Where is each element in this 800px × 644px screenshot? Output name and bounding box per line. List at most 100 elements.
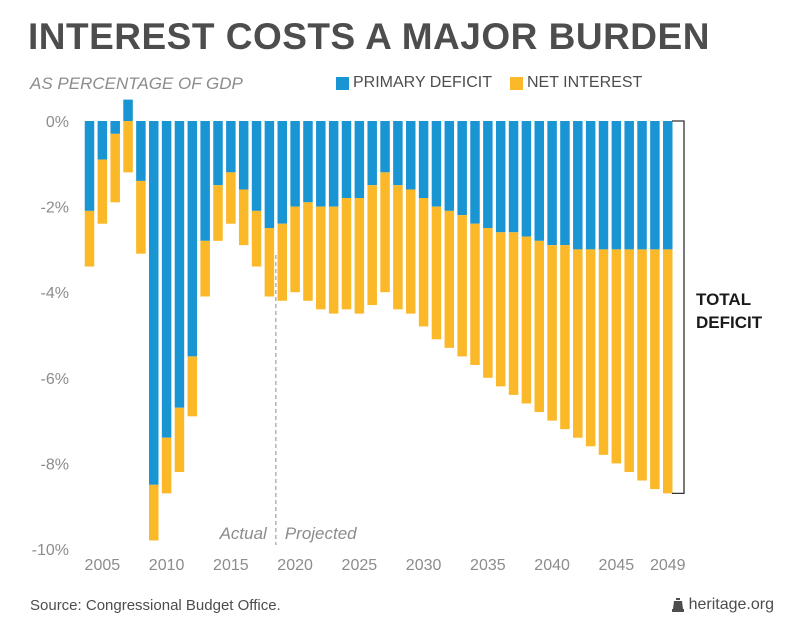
bar-primary-deficit (483, 121, 493, 228)
bar-net-interest (598, 249, 609, 455)
y-tick-label: -2% (41, 200, 69, 217)
bar-net-interest (238, 189, 249, 246)
bar-net-interest (187, 356, 198, 417)
bar-net-interest (483, 228, 493, 378)
bar-primary-deficit (341, 121, 352, 199)
y-tick-label: -6% (41, 371, 69, 388)
bar-primary-deficit (444, 121, 455, 211)
bar-primary-deficit (598, 121, 609, 250)
bar-primary-deficit (367, 121, 377, 186)
bar-net-interest (123, 121, 133, 173)
bar-net-interest (406, 189, 416, 314)
bar-primary-deficit (316, 121, 326, 207)
x-tick-label: 2020 (277, 557, 313, 574)
bar-primary-deficit (393, 121, 403, 186)
bar-net-interest (316, 206, 326, 310)
chart-subtitle: AS PERCENTAGE OF GDP (30, 74, 243, 93)
bar-primary-deficit (508, 121, 519, 233)
x-tick-label: 2010 (149, 557, 185, 574)
legend-label-primary-deficit: PRIMARY DEFICIT (353, 74, 492, 91)
bar-net-interest (174, 407, 185, 472)
bar-primary-deficit (534, 121, 544, 241)
bar-primary-deficit (174, 121, 185, 408)
bar-net-interest (393, 185, 403, 310)
bar-primary-deficit (328, 121, 339, 207)
x-tick-label: 2040 (534, 557, 570, 574)
bar-net-interest (341, 198, 352, 310)
legend-item-net-interest: NET INTEREST (509, 74, 643, 92)
total-deficit-label: DEFICIT (696, 313, 763, 332)
x-tick-label: 2025 (342, 557, 378, 574)
bar-net-interest (534, 240, 544, 413)
bar-net-interest (611, 249, 622, 464)
bar-net-interest (637, 249, 647, 481)
bar-primary-deficit (585, 121, 596, 250)
bar-primary-deficit (431, 121, 442, 207)
bar-primary-deficit (200, 121, 210, 241)
bar-primary-deficit (251, 121, 262, 211)
bell-icon (671, 598, 684, 612)
source-note: Source: Congressional Budget Office. (30, 597, 281, 614)
bar-primary-deficit (573, 121, 583, 250)
bar-net-interest (303, 202, 313, 301)
bar-net-interest (585, 249, 596, 447)
bar-net-interest (110, 133, 120, 203)
legend: PRIMARY DEFICIT NET INTEREST (336, 74, 650, 92)
bar-net-interest (161, 437, 172, 494)
legend-item-primary-deficit: PRIMARY DEFICIT (336, 74, 492, 92)
bar-net-interest (650, 249, 660, 490)
bar-primary-deficit (611, 121, 622, 250)
bar-net-interest (431, 206, 442, 340)
bar-net-interest (418, 198, 429, 327)
bar-net-interest (560, 245, 570, 430)
bar-primary-deficit (264, 121, 275, 228)
legend-label-net-interest: NET INTEREST (526, 74, 643, 91)
bar-net-interest (367, 185, 377, 306)
bar-net-interest (136, 180, 146, 254)
x-tick-label: 2049 (650, 557, 686, 574)
y-tick-label: 0% (46, 114, 69, 131)
bar-primary-deficit (149, 121, 159, 485)
y-tick-label: -4% (41, 285, 69, 302)
bar-primary-deficit (161, 121, 172, 438)
bar-primary-deficit (418, 121, 429, 199)
total-deficit-label: TOTAL (696, 290, 751, 309)
y-tick-label: -8% (41, 456, 69, 473)
bar-net-interest (470, 223, 480, 365)
bar-primary-deficit (406, 121, 416, 190)
bar-net-interest (521, 236, 532, 404)
bar-primary-deficit (663, 121, 673, 250)
bar-primary-deficit (354, 121, 365, 199)
projected-label: Projected (285, 524, 357, 543)
bar-primary-deficit (547, 121, 557, 246)
bar-primary-deficit (290, 121, 300, 207)
chart-title: INTEREST COSTS A MAJOR BURDEN (28, 16, 710, 57)
bar-net-interest (624, 249, 634, 472)
bar-primary-deficit (495, 121, 506, 233)
legend-swatch-net-interest (509, 76, 523, 90)
bar-net-interest (508, 232, 519, 395)
bar-primary-deficit (84, 121, 95, 211)
legend-swatch-primary-deficit (336, 76, 349, 90)
actual-label: Actual (219, 524, 268, 543)
bar-net-interest (328, 206, 339, 314)
bar-net-interest (264, 228, 275, 297)
brand: heritage.org (671, 596, 774, 614)
bar-primary-deficit (380, 121, 390, 173)
bar-net-interest (200, 240, 210, 297)
bar-primary-deficit (470, 121, 480, 224)
bar-net-interest (573, 249, 583, 438)
bar-primary-deficit (560, 121, 570, 246)
bar-net-interest (84, 210, 95, 267)
bar-primary-deficit (136, 121, 146, 181)
bar-primary-deficit (238, 121, 249, 190)
bar-net-interest (149, 484, 159, 541)
bar-net-interest (213, 185, 223, 241)
bar-primary-deficit (624, 121, 634, 250)
bar-primary-deficit (187, 121, 198, 357)
bar-net-interest (97, 159, 108, 224)
bar-net-interest (354, 198, 365, 314)
bar-primary-deficit (457, 121, 467, 216)
x-tick-label: 2015 (213, 557, 249, 574)
